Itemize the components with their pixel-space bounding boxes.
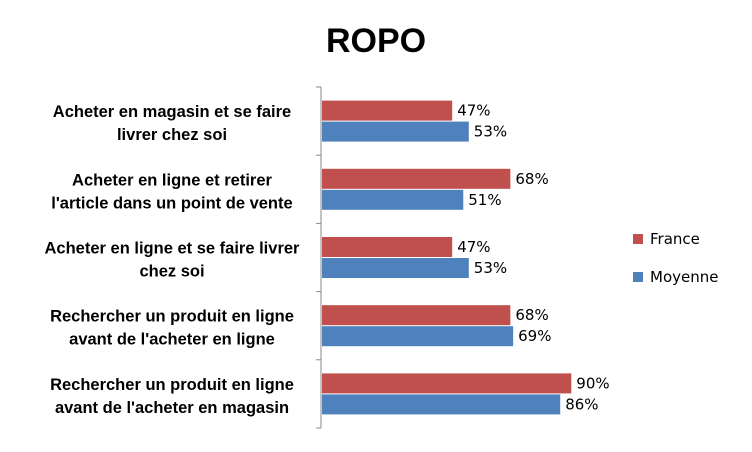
data-label-moyenne: 69% — [518, 327, 551, 345]
data-label-moyenne: 53% — [474, 123, 507, 141]
category-label-line: Rechercher un produit en ligne — [50, 308, 294, 326]
bar-moyenne — [322, 258, 469, 278]
bar-france — [322, 305, 511, 326]
data-label-moyenne: 86% — [565, 395, 598, 413]
bar-moyenne — [322, 189, 464, 210]
category-label: Acheter en magasin et se faire livrer che… — [53, 103, 291, 144]
data-label-france: 47% — [457, 102, 490, 120]
bar-france — [322, 168, 511, 189]
bar-moyenne — [322, 121, 469, 142]
category-label-line: l'article dans un point de vente — [51, 194, 292, 212]
category-label-line: avant de l'acheter en ligne — [69, 331, 275, 349]
bar-france — [322, 237, 453, 257]
category-label-line: chez soi — [139, 263, 204, 281]
bar-france — [322, 100, 453, 121]
chart-title: ROPO — [326, 22, 426, 60]
data-label-france: 68% — [515, 170, 548, 188]
data-label-france: 47% — [457, 238, 490, 256]
category-label-line: livrer chez soi — [117, 126, 227, 144]
category-label: Acheter en ligne et se faire livrer chez … — [45, 240, 301, 281]
category-label-line: Rechercher un produit en ligne — [50, 376, 294, 394]
category-label: Rechercher un produit en ligne avant de l… — [50, 308, 294, 349]
bar-france — [322, 373, 572, 394]
data-label-moyenne: 53% — [474, 259, 507, 277]
category-label: Acheter en ligne et retirer l'article dan… — [51, 171, 292, 212]
bar-moyenne — [322, 394, 561, 415]
legend: France Moyenne — [633, 230, 718, 286]
legend-swatch-france — [633, 234, 643, 244]
legend-label-france: France — [650, 230, 700, 248]
category-label-line: Acheter en magasin et se faire — [53, 103, 291, 121]
category-label-line: Acheter en ligne et retirer — [72, 171, 272, 189]
category-label: Rechercher un produit en ligne avant de l… — [50, 376, 294, 417]
data-label-france: 68% — [515, 306, 548, 324]
bar-moyenne — [322, 326, 514, 347]
legend-label-moyenne: Moyenne — [650, 268, 718, 286]
plot-area: Acheter en magasin et se faire livrer che… — [45, 86, 610, 429]
legend-swatch-moyenne — [633, 272, 643, 282]
category-label-line: Acheter en ligne et se faire livrer — [45, 240, 301, 258]
category-label-line: avant de l'acheter en magasin — [55, 399, 289, 417]
data-label-moyenne: 51% — [468, 191, 501, 209]
data-label-france: 90% — [576, 374, 609, 392]
